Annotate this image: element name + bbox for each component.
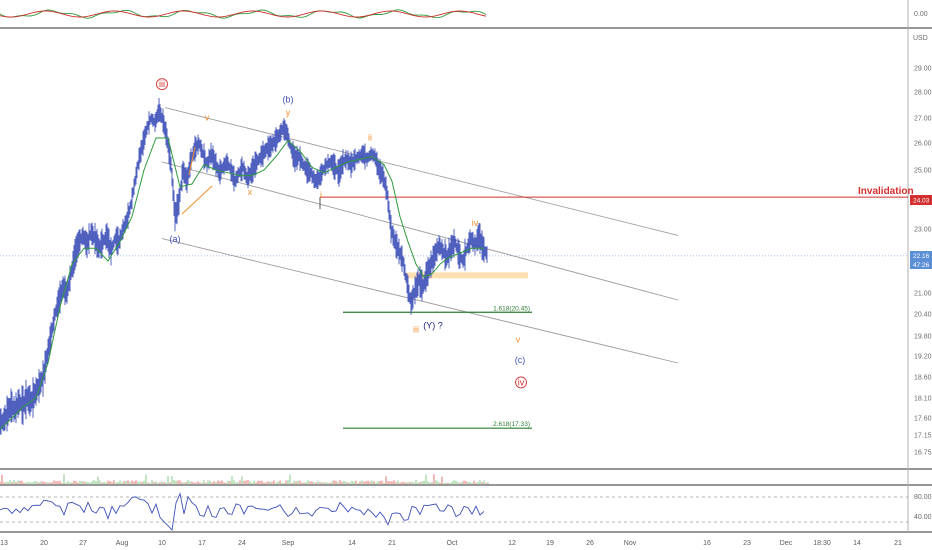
invalidation-price-text: 24.03 [913, 198, 930, 205]
time-tick-label: Oct [447, 540, 458, 547]
wave-circle [156, 78, 168, 91]
wave-label: iv [518, 377, 525, 387]
rsi-panel: 80.00 40.00 [0, 492, 932, 531]
rsi-line [0, 492, 485, 531]
time-tick-label: 13 [0, 540, 8, 547]
time-tick-label: 19 [546, 540, 554, 547]
price-tick-label: 25.00 [914, 168, 932, 175]
time-axis-ticks: 13 20 27 Aug 10 17 24 Sep 14 21 Oct 12 19 26 Nov 16 23 De… [0, 540, 902, 547]
price-tick-label: 27.00 [914, 116, 932, 123]
wave-label: iii [159, 79, 165, 89]
price-tick-label: 26.00 [914, 141, 932, 148]
time-tick-label: 20 [40, 540, 48, 547]
wave-labels: iii v (b) y ii x i (a) iv iii (Y) ? v (c) iv [156, 78, 527, 389]
price-tick-label: 19.20 [914, 354, 932, 361]
fib-2618-label: 2.618(17.33) [493, 421, 530, 428]
price-tick-label: 21.00 [914, 291, 932, 298]
current-price-text: 22.16 [913, 253, 930, 260]
time-tick-label: 23 [743, 540, 751, 547]
channel-line-1 [164, 107, 679, 236]
price-tick-label: 20.40 [914, 312, 932, 319]
time-tick-label: 21 [388, 540, 396, 547]
top-oscillator: 0.00 [0, 9, 928, 19]
time-tick-label: Dec [780, 540, 793, 547]
osc-top-tick: 0.00 [914, 11, 928, 18]
wave-label: (c) [515, 355, 526, 365]
moving-average-line [0, 137, 484, 430]
time-tick-label: 14 [853, 540, 861, 547]
currency-label: USD [913, 35, 928, 42]
fib-1618-label: 1.618(20.45) [493, 305, 530, 312]
time-tick-label: 24 [238, 540, 246, 547]
wave-label: ii [368, 133, 372, 143]
wave-label: (Y) ? [423, 321, 443, 331]
price-tick-label: 16.75 [914, 450, 932, 457]
wave-label: iv [472, 218, 479, 228]
price-tick-label: 29.00 [914, 66, 932, 73]
osc-line-red [0, 10, 487, 18]
wave-label: x [248, 187, 253, 197]
time-tick-label: 12 [508, 540, 516, 547]
time-tick-label: 17 [198, 540, 206, 547]
invalidation-label: Invalidation [858, 186, 914, 197]
wave-connector-2 [188, 146, 196, 176]
current-price-tag [910, 251, 932, 260]
wave-circle [515, 376, 527, 389]
time-tick-label: 21 [894, 540, 902, 547]
price-tick-label: 19.80 [914, 334, 932, 341]
wave-label: (a) [170, 234, 181, 244]
time-tick-label: Aug [116, 540, 129, 547]
channel-line-3 [161, 238, 679, 364]
price-tick-label: 28.00 [914, 90, 932, 97]
horizontal-levels: 1.618(20.45) 2.618(17.33) [0, 196, 908, 429]
wave-label: i [320, 190, 322, 200]
wave-label: v [205, 113, 210, 123]
countdown-text: 47:26 [913, 262, 930, 269]
volume-bars [0, 474, 489, 484]
time-tick-label: 10 [158, 540, 166, 547]
rsi-tick-40: 40.00 [914, 514, 932, 521]
wave-label: iii [413, 324, 419, 334]
price-tick-label: 17.15 [914, 433, 932, 440]
countdown-tag [910, 260, 932, 269]
time-tick-label: 18:30 [813, 540, 831, 547]
rsi-tick-80: 80.00 [914, 494, 932, 501]
wave-label: v [516, 335, 521, 345]
wave-label: (b) [283, 94, 294, 104]
wave-label: y [286, 107, 291, 117]
time-tick-label: 14 [348, 540, 356, 547]
price-tick-label: 18.60 [914, 375, 932, 382]
support-zone [405, 272, 528, 279]
price-tick-label: 23.00 [914, 227, 932, 234]
price-tick-label: 17.60 [914, 416, 932, 423]
wave-connector-1 [181, 185, 213, 215]
time-tick-label: Nov [624, 540, 637, 547]
invalidation-price-tag [910, 195, 932, 205]
time-tick-label: 26 [586, 540, 594, 547]
time-tick-label: Sep [282, 540, 295, 547]
price-tick-label: 18.10 [914, 396, 932, 403]
time-tick-label: 16 [703, 540, 711, 547]
time-tick-label: 27 [79, 540, 87, 547]
